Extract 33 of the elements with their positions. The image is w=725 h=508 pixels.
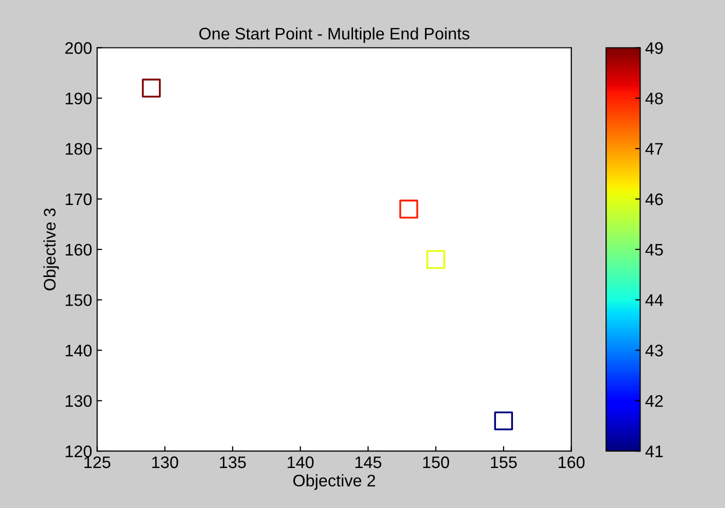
point	[494, 411, 513, 430]
chart-title: One Start Point - Multiple End Points	[199, 27, 470, 43]
color-bar-label: 41	[645, 446, 663, 458]
y-tick-label: 140	[66, 344, 92, 356]
point	[142, 78, 161, 98]
x-tick-label: 155	[490, 456, 517, 468]
x-tick-label: 145	[355, 456, 382, 468]
color-bar-label: 48	[645, 92, 663, 104]
y-axis-title: Objective 3	[43, 208, 59, 290]
x-tick-label: 150	[423, 456, 450, 468]
y-tick-label: 200	[65, 42, 92, 54]
x-tick-label: 130	[152, 456, 178, 468]
y-tick-label: 120	[66, 446, 92, 458]
y-tick-label: 180	[66, 142, 92, 155]
color-bar-label: 43	[645, 344, 663, 356]
color-bar-label: 45	[645, 244, 663, 256]
point	[399, 200, 418, 219]
y-tick-label: 190	[66, 92, 92, 104]
y-tick-label: 130	[66, 395, 92, 407]
color-bar-label: 49	[645, 42, 663, 54]
x-tick-label: 135	[220, 456, 246, 468]
x-tick-label: 140	[288, 456, 314, 468]
y-tick-label: 150	[66, 294, 92, 306]
y-tick-label: 160	[66, 244, 92, 256]
y-tick-label: 170	[66, 193, 92, 206]
x-axis-title: Objective 2	[293, 474, 376, 490]
color-bar-label: 42	[645, 395, 663, 407]
x-tick-label: 125	[84, 456, 110, 468]
x-tick-label: 160	[558, 456, 585, 468]
color-bar-label: 47	[645, 143, 663, 155]
point	[426, 250, 446, 269]
color-bar-label: 46	[645, 193, 663, 206]
color-bar-label: 44	[645, 294, 664, 306]
